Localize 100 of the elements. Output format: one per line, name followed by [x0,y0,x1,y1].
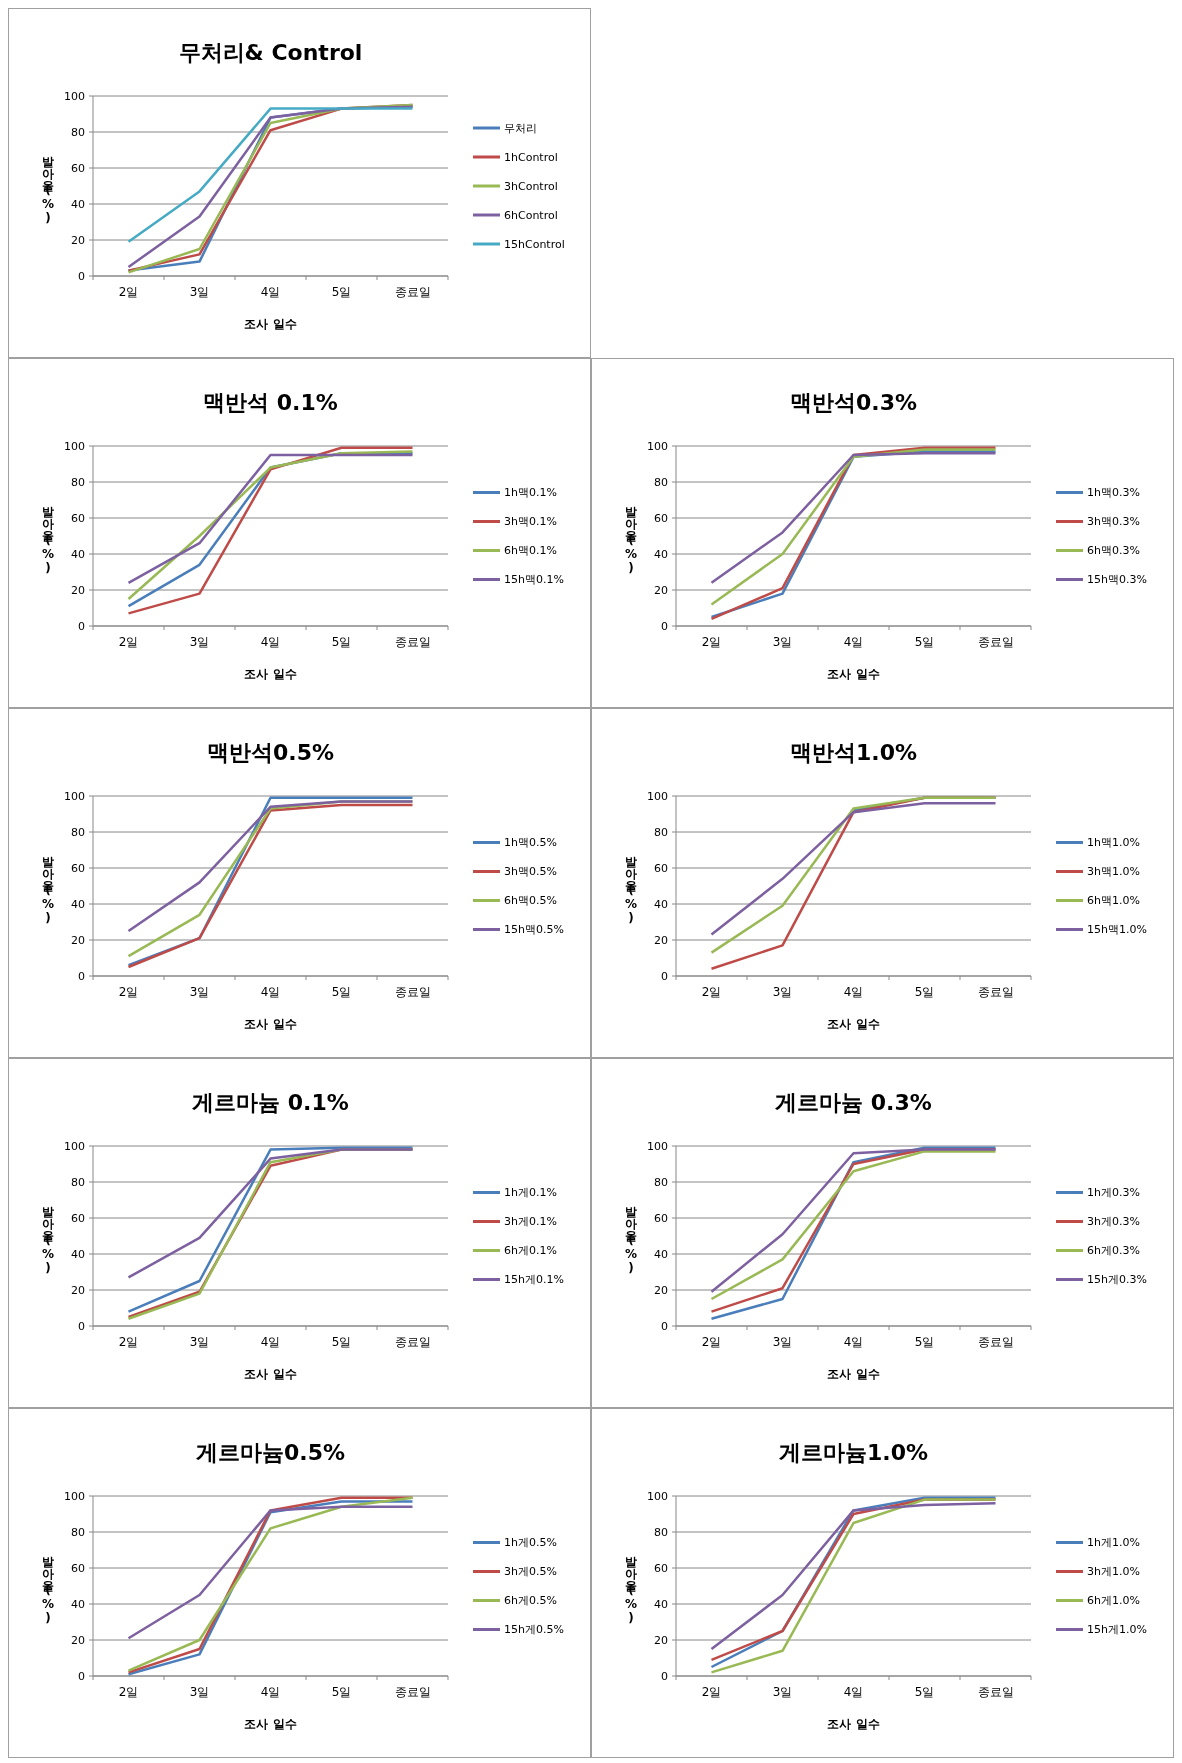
x-tick-label: 4일 [260,1335,281,1349]
chart-title: 게르마늄 0.1% [192,1090,349,1115]
y-tick-label: 60 [71,1211,85,1225]
y-axis-title: 발아율(%) [624,1547,638,1625]
legend-label: 3h게0.5% [504,1565,557,1579]
x-tick-label: 종료일 [394,285,431,299]
x-tick-label: 3일 [189,985,210,999]
y-tick-label: 100 [647,439,668,453]
x-tick-label: 4일 [260,1685,281,1699]
x-tick-label: 2일 [118,635,139,649]
x-axis-title: 조사 일수 [244,1017,297,1031]
y-tick-label: 20 [654,1283,668,1297]
legend-label: 6h맥1.0% [1087,894,1140,908]
x-tick-label: 종료일 [394,1685,431,1699]
legend-label: 6h게1.0% [1087,1594,1140,1608]
x-tick-label: 4일 [260,285,281,299]
y-tick-label: 60 [654,1561,668,1575]
legend-label: 15h맥0.5% [504,923,564,937]
legend-label: 15h게0.5% [504,1623,564,1637]
y-tick-label: 20 [71,933,85,947]
legend-label: 15h게1.0% [1087,1623,1147,1637]
legend-label: 6h맥0.3% [1087,544,1140,558]
y-tick-label: 100 [64,439,85,453]
chart-title: 맥반석1.0% [789,740,918,765]
y-tick-label: 80 [71,475,85,489]
x-tick-label: 5일 [331,985,352,999]
legend-label: 1h맥1.0% [1087,836,1140,850]
y-tick-label: 80 [654,1175,668,1189]
y-tick-label: 80 [71,1525,85,1539]
x-tick-label: 5일 [914,635,935,649]
legend-label: 3h맥0.1% [504,515,557,529]
legend-label: 15h게0.3% [1087,1273,1147,1287]
chart-title: 게르마늄 0.3% [775,1090,932,1115]
y-tick-label: 80 [71,1175,85,1189]
x-axis-title: 조사 일수 [827,667,880,681]
x-tick-label: 4일 [260,985,281,999]
x-tick-label: 5일 [331,285,352,299]
y-axis-title: 발아율(%) [41,497,55,575]
y-tick-label: 100 [64,89,85,103]
y-tick-label: 40 [654,1247,668,1261]
y-tick-label: 40 [71,547,85,561]
legend-label: 6h게0.5% [504,1594,557,1608]
chart-title: 맥반석 0.1% [203,390,338,415]
legend-label: 1h맥0.3% [1087,486,1140,500]
x-tick-label: 5일 [914,1335,935,1349]
y-tick-label: 0 [78,619,85,633]
x-tick-label: 3일 [189,285,210,299]
y-axis-title: 발아율(%) [624,847,638,925]
legend-label: 3h게1.0% [1087,1565,1140,1579]
legend-label: 3h게0.3% [1087,1215,1140,1229]
x-tick-label: 종료일 [977,1685,1014,1699]
x-tick-label: 3일 [772,985,793,999]
legend-label: 3hControl [504,179,558,193]
y-axis-title: 발아율(%) [624,497,638,575]
y-tick-label: 80 [654,475,668,489]
y-tick-label: 100 [64,1489,85,1503]
y-axis-title: 발아율(%) [41,1547,55,1625]
x-axis-title: 조사 일수 [244,1717,297,1731]
y-tick-label: 20 [654,1633,668,1647]
x-tick-label: 3일 [772,1335,793,1349]
y-tick-label: 60 [654,511,668,525]
y-tick-label: 20 [654,933,668,947]
x-tick-label: 5일 [331,1685,352,1699]
x-tick-label: 3일 [189,1335,210,1349]
x-tick-label: 4일 [843,635,864,649]
y-axis-title: 발아율(%) [41,847,55,925]
y-axis-title: 발아율(%) [41,147,55,225]
y-tick-label: 100 [64,789,85,803]
y-tick-label: 40 [71,1247,85,1261]
y-tick-label: 80 [654,825,668,839]
y-tick-label: 60 [654,1211,668,1225]
y-tick-label: 80 [654,1525,668,1539]
x-tick-label: 종료일 [977,1335,1014,1349]
x-axis-title: 조사 일수 [244,317,297,331]
y-tick-label: 100 [64,1139,85,1153]
legend-label: 15h맥0.3% [1087,573,1147,587]
x-tick-label: 2일 [118,1685,139,1699]
y-tick-label: 60 [71,861,85,875]
legend-label: 무처리 [504,121,537,135]
y-tick-label: 20 [654,583,668,597]
legend-label: 15h맥0.1% [504,573,564,587]
y-tick-label: 0 [78,269,85,283]
legend-label: 1hControl [504,150,558,164]
y-tick-label: 100 [647,789,668,803]
y-tick-label: 40 [654,1597,668,1611]
x-axis-title: 조사 일수 [244,667,297,681]
legend-label: 3h맥1.0% [1087,865,1140,879]
x-tick-label: 2일 [701,1335,722,1349]
y-tick-label: 40 [71,897,85,911]
x-tick-label: 종료일 [394,985,431,999]
y-tick-label: 20 [71,583,85,597]
legend-label: 6h게0.1% [504,1244,557,1258]
chart-title: 게르마늄1.0% [778,1440,929,1465]
legend-label: 1h게0.1% [504,1186,557,1200]
x-axis-title: 조사 일수 [827,1367,880,1381]
chart-title: 게르마늄0.5% [195,1440,346,1465]
x-tick-label: 2일 [118,1335,139,1349]
y-tick-label: 20 [71,1283,85,1297]
legend-label: 1h맥0.5% [504,836,557,850]
x-axis-title: 조사 일수 [244,1367,297,1381]
